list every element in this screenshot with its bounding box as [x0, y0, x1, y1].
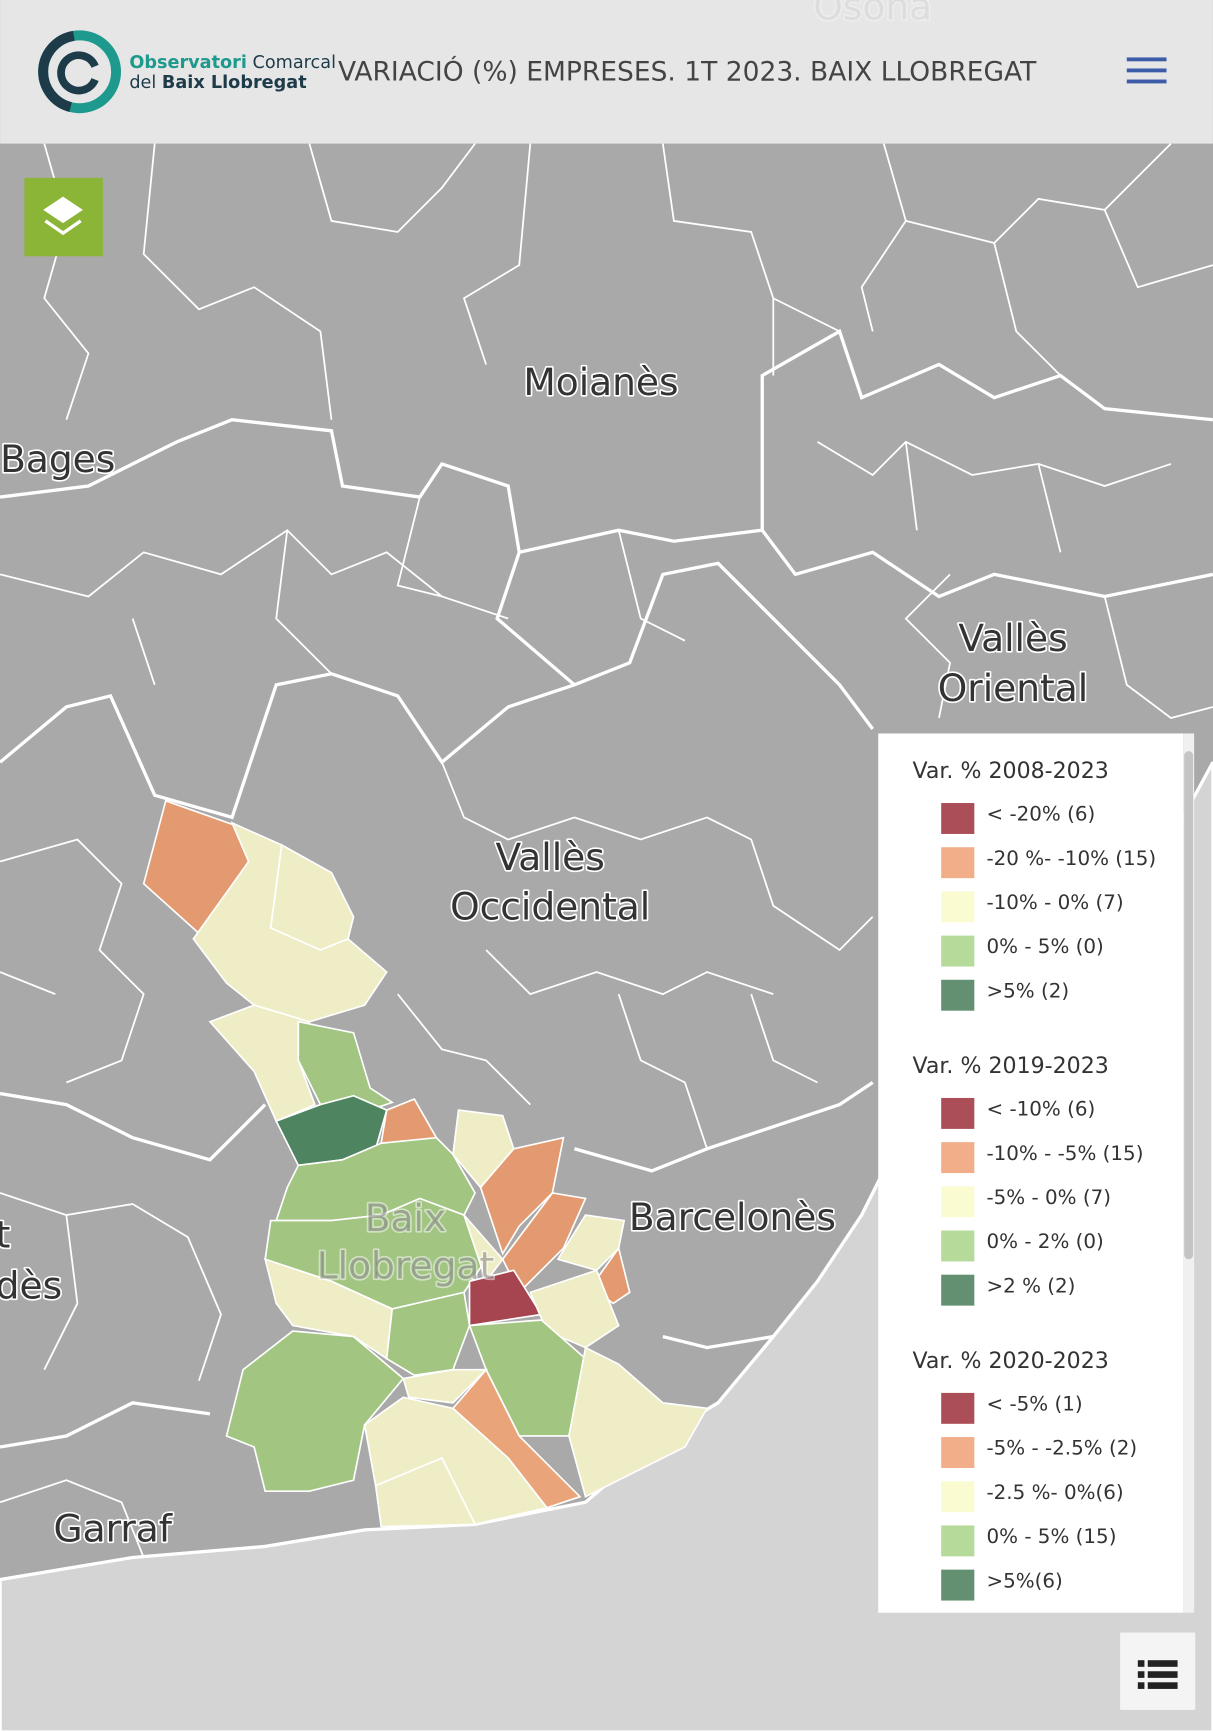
legend-label: -5% - -2.5% (2) — [986, 1437, 1137, 1460]
place-label: Vallès — [496, 835, 605, 879]
list-icon — [1147, 1682, 1178, 1689]
legend-label: -20 %- -10% (15) — [986, 847, 1156, 870]
legend-label: >2 % (2) — [986, 1274, 1075, 1297]
place-label: Baix — [365, 1196, 446, 1240]
boundaries — [0, 142, 1213, 1558]
legend-swatch — [941, 847, 975, 879]
legend-title: Var. % 2020-2023 — [912, 1348, 1108, 1374]
list-button[interactable] — [1120, 1632, 1196, 1710]
legend: Var. % 2008-2023 < -20% (6) -20 %- -10% (1… — [912, 758, 1156, 1601]
logo: Observatori Comarcal del Baix Llobregat — [38, 30, 336, 114]
place-label: dès — [0, 1263, 62, 1307]
legend-swatch — [941, 803, 975, 834]
logo-ring-dark — [38, 30, 122, 114]
list-icon — [1137, 1660, 1145, 1667]
place-label: Occidental — [450, 885, 650, 929]
legend-label: < -10% (6) — [986, 1098, 1095, 1121]
place-labels: OsonaMoianèsBagesVallèsOrientalVallèsOcc… — [0, 0, 1090, 1552]
legend-label: 0% - 5% (0) — [986, 935, 1103, 958]
list-icon — [1137, 1682, 1145, 1689]
legend-swatch — [941, 935, 975, 967]
legend-label: < -20% (6) — [986, 803, 1095, 826]
menu-bar — [1126, 79, 1167, 84]
header-bar — [0, 0, 1213, 144]
legend-label: >5% (2) — [986, 979, 1069, 1002]
legend-panel — [878, 733, 1184, 1613]
logo-text: Comarcal — [253, 53, 336, 73]
legend-title: Var. % 2008-2023 — [912, 758, 1108, 784]
legend-swatch — [941, 979, 975, 1011]
legend-label: 0% - 5% (15) — [986, 1525, 1116, 1548]
legend-scroll-thumb[interactable] — [1184, 751, 1194, 1260]
logo-text: Observatori — [129, 53, 247, 73]
logo-inner — [57, 51, 99, 95]
legend-label: -10% - -5% (15) — [986, 1142, 1143, 1165]
logo-line2: del Baix Llobregat — [129, 73, 307, 93]
place-label: Moianès — [523, 360, 678, 404]
place-label: Vallès — [958, 616, 1067, 660]
legend-swatch — [941, 891, 975, 923]
legend-label: 0% - 2% (0) — [986, 1230, 1103, 1253]
menu-bar — [1126, 68, 1167, 73]
list-icon — [1147, 1671, 1178, 1678]
logo-text: Baix Llobregat — [162, 73, 307, 93]
logo-line1: Observatori Comarcal — [129, 53, 336, 73]
legend-label: -2.5 %- 0%(6) — [986, 1481, 1123, 1504]
place-label: Bages — [0, 437, 115, 481]
legend-swatch — [941, 1481, 975, 1513]
legend-label: -5% - 0% (7) — [986, 1186, 1111, 1209]
legend-swatch — [941, 1142, 975, 1174]
municipalities — [142, 799, 709, 1528]
legend-swatch — [941, 1569, 975, 1601]
place-label: Barcelonès — [629, 1195, 836, 1239]
list-icon — [1147, 1660, 1178, 1667]
legend-label: < -5% (1) — [986, 1393, 1082, 1416]
legend-label: >5%(6) — [986, 1569, 1062, 1592]
menu-button[interactable] — [1121, 53, 1171, 88]
legend-swatch — [941, 1186, 975, 1218]
page-title: VARIACIÓ (%) EMPRESES. 1T 2023. BAIX LLO… — [338, 55, 1037, 87]
layers-icon — [44, 219, 82, 236]
place-label: Oriental — [938, 666, 1088, 710]
place-label: Garraf — [53, 1506, 172, 1550]
logo-text: del — [129, 73, 156, 93]
legend-swatch — [941, 1274, 975, 1306]
layers-button[interactable] — [24, 177, 103, 257]
menu-bar — [1126, 57, 1167, 62]
legend-swatch — [941, 1230, 975, 1262]
list-icon — [1137, 1671, 1145, 1678]
legend-swatch — [941, 1097, 975, 1129]
legend-label: -10% - 0% (7) — [986, 891, 1123, 914]
legend-swatch — [941, 1525, 975, 1557]
legend-swatch — [941, 1392, 975, 1424]
legend-swatch — [941, 1437, 975, 1469]
legend-title: Var. % 2019-2023 — [912, 1053, 1108, 1079]
place-label: Llobregat — [317, 1244, 494, 1288]
place-label: t — [0, 1213, 10, 1257]
